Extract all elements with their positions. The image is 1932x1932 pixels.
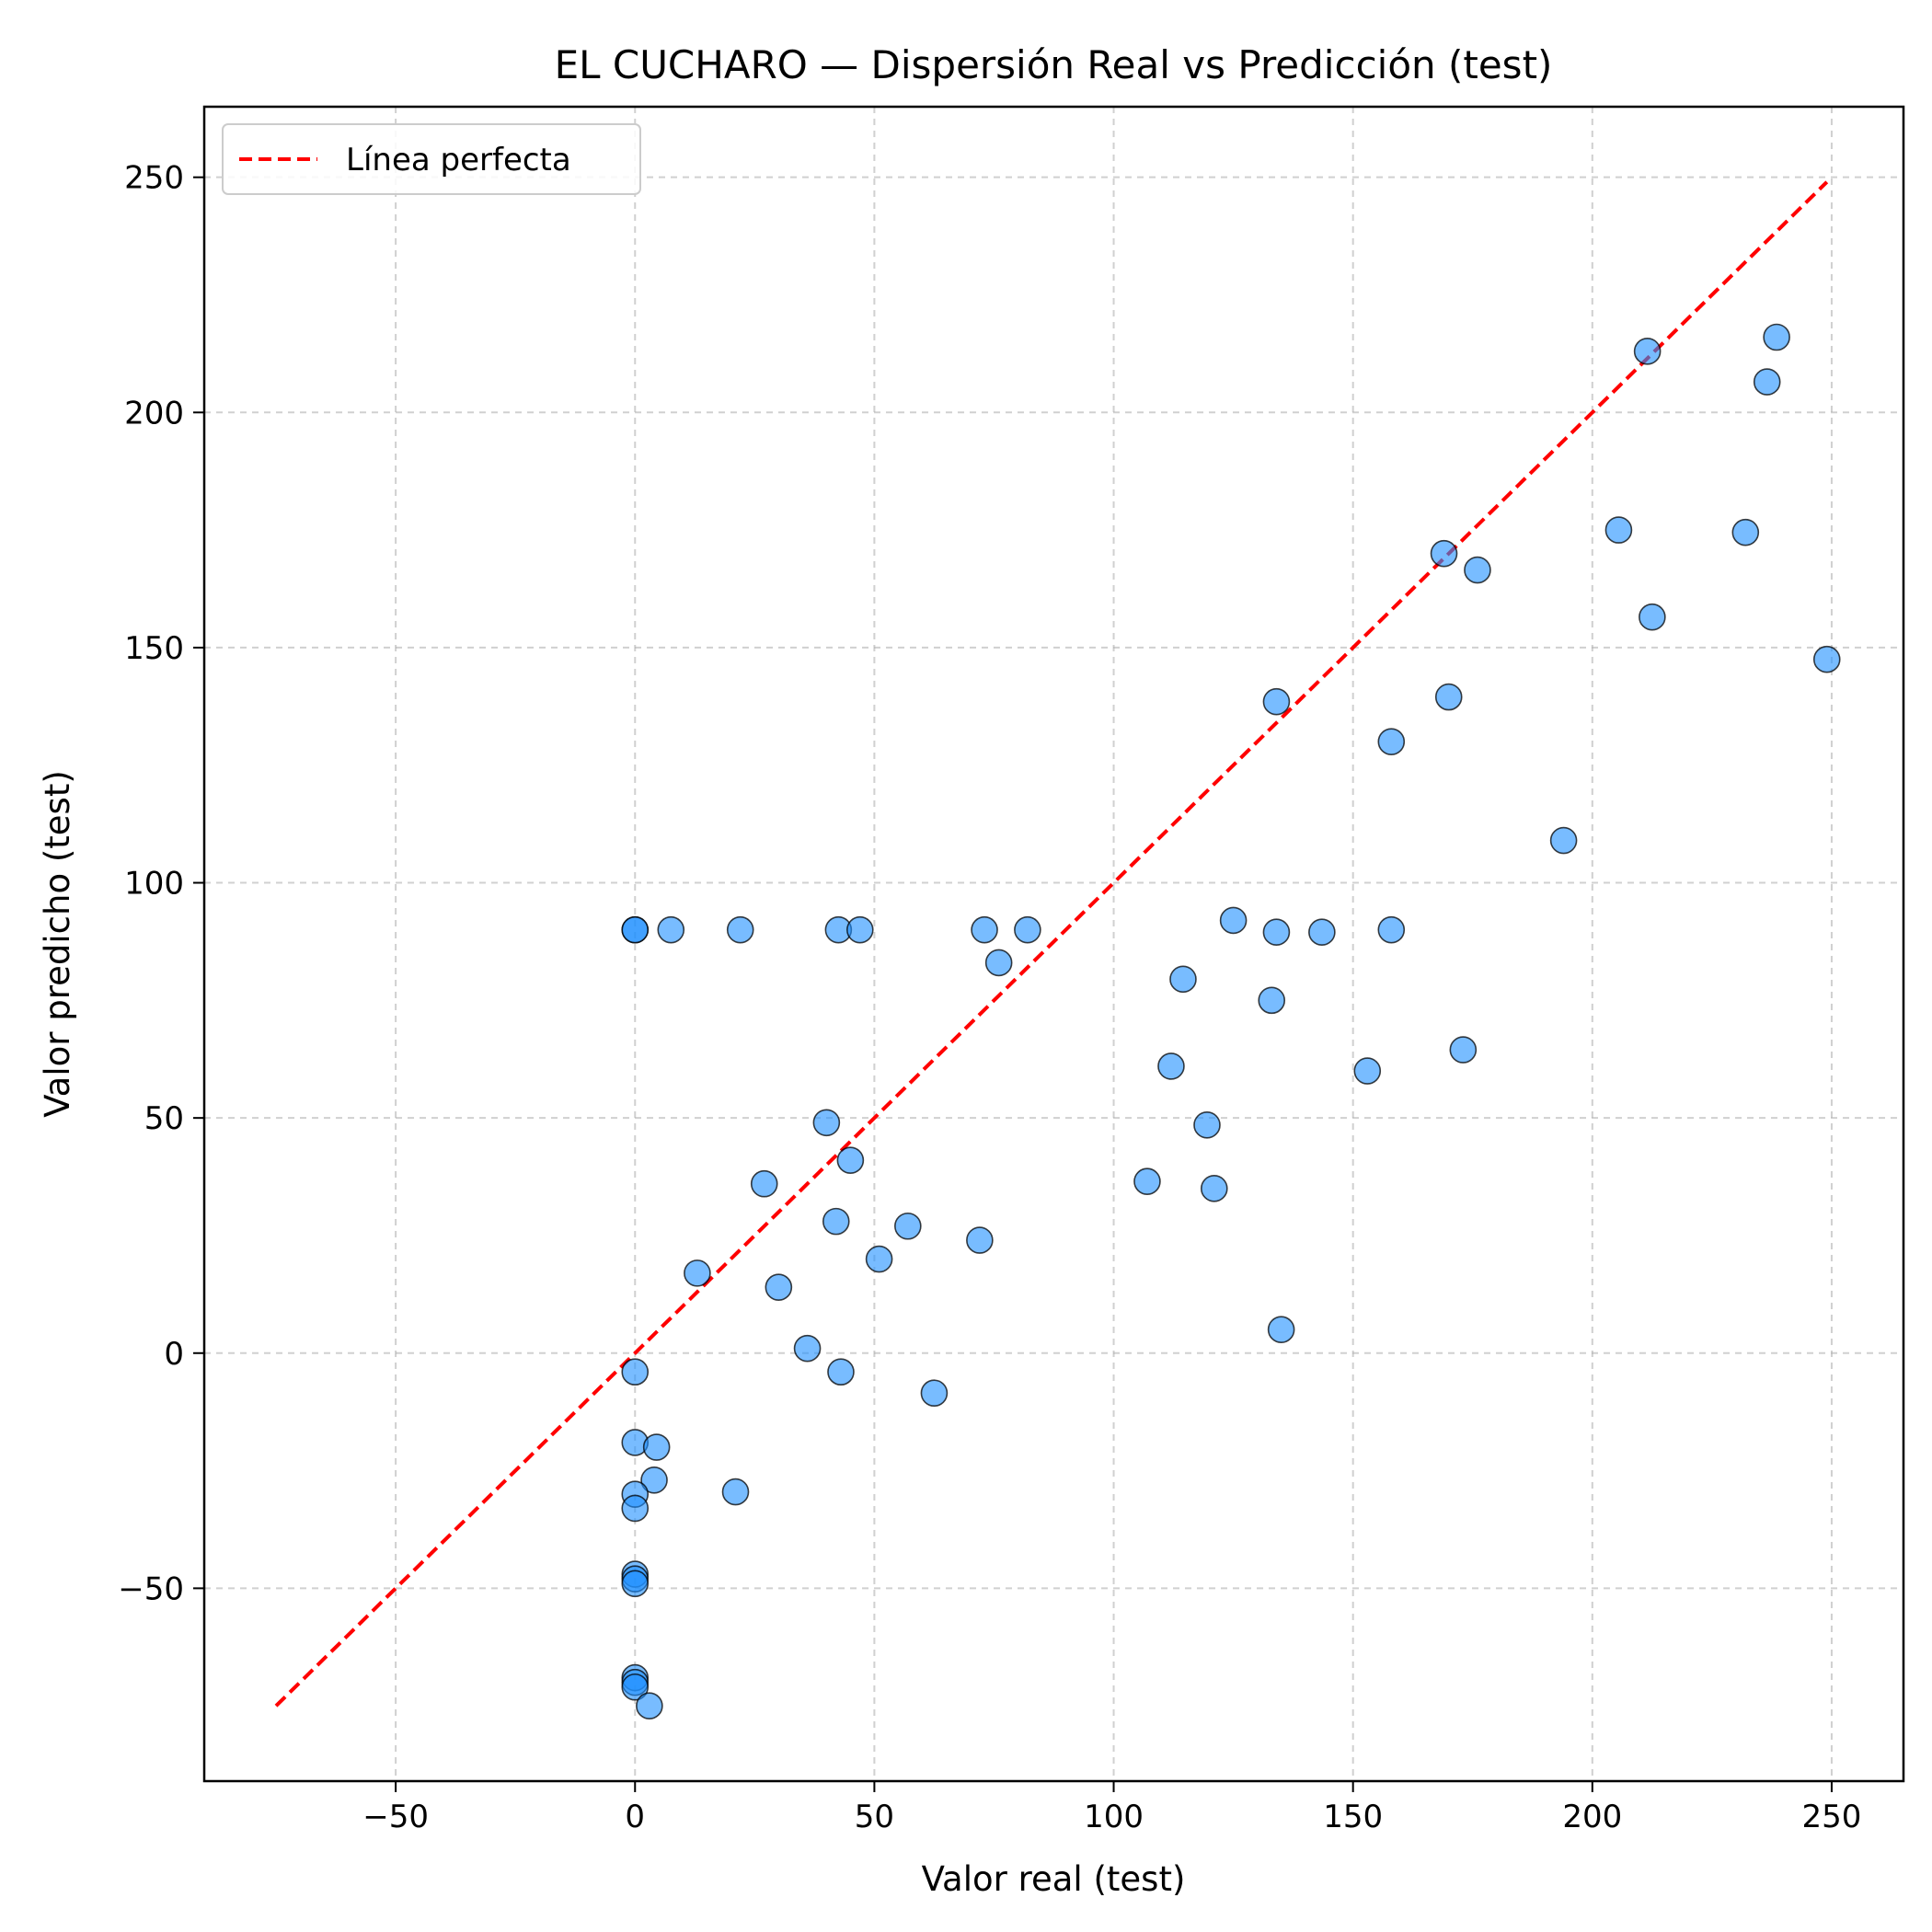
y-axis-label: Valor predicho (test) <box>38 770 77 1118</box>
scatter-point <box>657 915 685 944</box>
scatter-point <box>1262 918 1291 947</box>
legend-label: Línea perfecta <box>346 142 571 178</box>
y-tick-label: 200 <box>124 395 184 431</box>
y-tick-label: 250 <box>124 160 184 197</box>
y-tick-label: 50 <box>144 1100 184 1137</box>
points-layer <box>621 323 1841 1720</box>
scatter-point <box>836 1146 865 1174</box>
scatter-point <box>636 1692 663 1720</box>
y-tick-label: −50 <box>118 1570 184 1607</box>
scatter-point <box>822 1207 850 1236</box>
scatter-point <box>1639 603 1666 631</box>
x-tick-label: 250 <box>1802 1799 1862 1835</box>
perfect-line <box>274 180 1829 1708</box>
scatter-point <box>1430 539 1458 568</box>
scatter-point <box>1308 918 1336 947</box>
scatter-point <box>721 1478 750 1506</box>
chart-title: EL CUCHARO — Dispersión Real vs Predicci… <box>555 42 1553 87</box>
scatter-point <box>684 1259 711 1287</box>
scatter-point <box>1434 683 1463 711</box>
scatter-point <box>1267 1316 1295 1344</box>
legend: Línea perfecta <box>222 123 641 195</box>
scatter-point <box>642 1433 671 1461</box>
x-tick-label: 50 <box>855 1799 894 1835</box>
scatter-point <box>1633 338 1662 365</box>
scatter-point <box>726 915 754 944</box>
scatter-point <box>765 1273 793 1302</box>
scatter-point <box>1763 323 1790 351</box>
scatter-point <box>1449 1036 1478 1064</box>
scatter-point <box>812 1109 841 1137</box>
scatter-point <box>1377 915 1406 944</box>
x-axis-label: Valor real (test) <box>922 1859 1186 1899</box>
scatter-point <box>750 1169 778 1198</box>
reference-line-layer <box>274 180 1829 1708</box>
scatter-point <box>920 1379 949 1408</box>
x-tick-label: 200 <box>1562 1799 1622 1835</box>
scatter-point <box>1157 1052 1185 1080</box>
x-tick-label: −50 <box>362 1799 429 1835</box>
x-tick-label: 150 <box>1323 1799 1383 1835</box>
scatter-point <box>621 1494 650 1523</box>
x-tick-label: 0 <box>625 1799 645 1835</box>
scatter-point <box>1353 1057 1382 1085</box>
scatter-point <box>1258 986 1286 1015</box>
ticks-layer: −50 0 50 100 150 200 250 −50 0 50 100 150 200 250 <box>118 160 1861 1835</box>
y-tick-label: 100 <box>124 866 184 903</box>
scatter-point <box>966 1226 994 1254</box>
scatter-point <box>1219 906 1248 935</box>
scatter-point <box>640 1466 668 1494</box>
scatter-point <box>1169 965 1197 994</box>
scatter-point <box>621 1358 650 1386</box>
x-tick-label: 100 <box>1084 1799 1144 1835</box>
legend-box <box>222 123 641 195</box>
scatter-point <box>865 1245 893 1273</box>
scatter-point <box>1193 1111 1221 1139</box>
scatter-point <box>621 915 650 944</box>
scatter-point <box>1812 645 1841 673</box>
y-tick-label: 150 <box>124 630 184 667</box>
scatter-point <box>793 1334 822 1363</box>
scatter-point <box>1200 1175 1228 1202</box>
scatter-point <box>984 949 1013 977</box>
scatter-point <box>1549 826 1578 855</box>
scatter-point <box>1604 516 1633 544</box>
scatter-point <box>971 915 998 944</box>
scatter-point <box>1377 728 1406 755</box>
scatter-point <box>1262 687 1291 716</box>
scatter-point <box>845 915 874 944</box>
scatter-point <box>1464 556 1491 584</box>
scatter-point <box>827 1358 855 1386</box>
grid-layer <box>204 107 1903 1781</box>
scatter-point <box>894 1212 922 1240</box>
y-tick-label: 0 <box>164 1336 184 1373</box>
scatter-point <box>1133 1167 1161 1195</box>
scatter-point <box>621 1673 650 1701</box>
scatter-point <box>1731 518 1760 546</box>
scatter-point <box>1753 368 1781 396</box>
plot-frame <box>202 105 1905 1783</box>
scatter-point <box>621 1570 650 1598</box>
scatter-point <box>1014 915 1041 944</box>
